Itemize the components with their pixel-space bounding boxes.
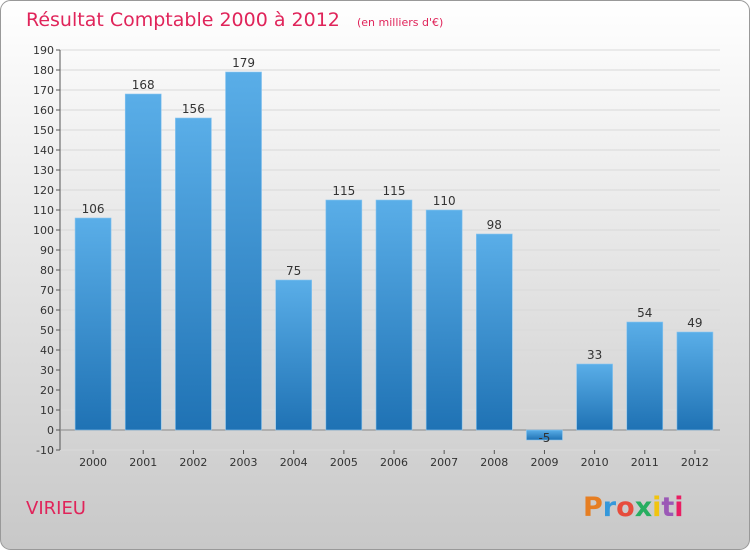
bar-2011 (626, 321, 664, 431)
logo-letter: x (635, 492, 652, 523)
y-tick-label: 140 (33, 144, 54, 157)
value-label-2004: 75 (286, 264, 301, 278)
proxiti-logo: Proxiti (583, 492, 684, 523)
bar-2008 (476, 233, 513, 431)
bar-2003 (225, 71, 262, 431)
value-label-2012: 49 (687, 316, 702, 330)
value-label-2002: 156 (182, 102, 205, 116)
value-label-2009: -5 (538, 431, 550, 445)
bar-2009 (526, 429, 563, 441)
y-tick-label: 180 (33, 64, 54, 77)
y-tick-label: 190 (33, 44, 54, 57)
value-label-2010: 33 (587, 348, 602, 362)
y-tick-label: 40 (40, 344, 54, 357)
y-tick-label: 70 (40, 284, 54, 297)
y-tick-label: 80 (40, 264, 54, 277)
bar-2006 (375, 199, 413, 431)
y-tick-label: 50 (40, 324, 54, 337)
y-tick-label: 100 (33, 224, 54, 237)
y-tick-label: 160 (33, 104, 54, 117)
logo-letter: P (583, 492, 603, 523)
x-tick-label-2007: 2007 (430, 456, 458, 469)
logo-letter: i (674, 492, 683, 523)
bar-2000 (74, 217, 112, 431)
y-tick-label: 110 (33, 204, 54, 217)
logo-letter: t (661, 492, 674, 523)
value-label-2007: 110 (433, 194, 456, 208)
bar-2002 (175, 117, 212, 431)
x-tick-label-2000: 2000 (79, 456, 107, 469)
y-tick-label: 20 (40, 384, 54, 397)
x-tick-label-2003: 2003 (230, 456, 258, 469)
y-tick-label: 170 (33, 84, 54, 97)
bar-2004 (275, 279, 312, 431)
value-label-2000: 106 (82, 202, 105, 216)
x-tick-label-2011: 2011 (631, 456, 659, 469)
bar-2010 (576, 363, 613, 431)
x-tick-label-2002: 2002 (179, 456, 207, 469)
logo-text: Proxiti (583, 492, 684, 523)
chart-title-unit: (en milliers d'€) (357, 16, 443, 29)
bar-2012 (676, 331, 714, 431)
x-tick-label-2009: 2009 (530, 456, 558, 469)
x-tick-label-2005: 2005 (330, 456, 358, 469)
bars (74, 71, 714, 441)
chart-title: Résultat Comptable 2000 à 2012 (en milli… (26, 9, 443, 31)
x-tick-label-2012: 2012 (681, 456, 709, 469)
chart-title-main: Résultat Comptable 2000 à 2012 (26, 9, 340, 31)
logo-letter: r (603, 492, 617, 523)
x-tick-label-2006: 2006 (380, 456, 408, 469)
logo-letter: i (652, 492, 661, 523)
value-label-2008: 98 (487, 218, 502, 232)
bar-2005 (325, 199, 363, 431)
x-tick-label-2001: 2001 (129, 456, 157, 469)
x-tick-label-2004: 2004 (280, 456, 308, 469)
value-label-2003: 179 (232, 56, 255, 70)
y-tick-label: 130 (33, 164, 54, 177)
y-tick-label: 120 (33, 184, 54, 197)
value-label-2006: 115 (383, 184, 406, 198)
value-label-2001: 168 (132, 78, 155, 92)
x-tick-label-2010: 2010 (581, 456, 609, 469)
bar-2001 (124, 93, 162, 431)
x-tick-label-2008: 2008 (480, 456, 508, 469)
y-tick-label: 0 (47, 424, 54, 437)
y-tick-label: 30 (40, 364, 54, 377)
y-tick-label: 90 (40, 244, 54, 257)
place-name: VIRIEU (26, 498, 86, 519)
value-labels: 106 168 156 179 75 115 115 110 98 -5 33 54 49 (82, 56, 703, 445)
y-tick-label: 60 (40, 304, 54, 317)
value-label-2011: 54 (637, 306, 652, 320)
logo-letter: o (616, 492, 635, 523)
y-tick-label: 150 (33, 124, 54, 137)
y-tick-label: 10 (40, 404, 54, 417)
y-tick-label: -10 (36, 444, 54, 457)
bar-2007 (425, 209, 463, 431)
value-label-2005: 115 (332, 184, 355, 198)
